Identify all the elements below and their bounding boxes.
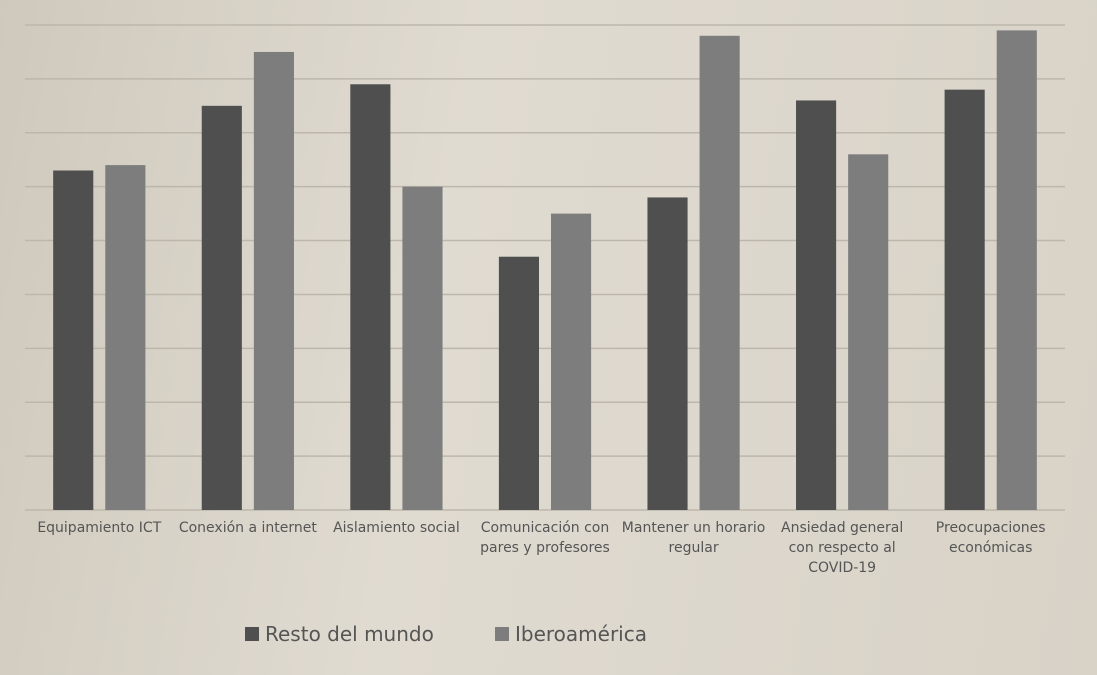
x-tick-label: Preocupaciones económicas [916,518,1066,558]
x-tick-label: Comunicación con pares y profesores [470,518,620,558]
bar [796,100,836,510]
bar [997,30,1037,510]
bar [945,90,985,510]
legend-label: Resto del mundo [265,622,434,646]
bar [202,106,242,510]
bar [551,214,591,510]
x-tick-label: Ansiedad general con respecto al COVID-1… [767,518,917,578]
bar [254,52,294,510]
legend-item: Iberoamérica [495,622,647,646]
legend-label: Iberoamérica [515,622,647,646]
chart [0,0,1097,600]
bar [105,165,145,510]
bar [700,36,740,510]
bar [848,154,888,510]
legend-swatch [495,627,509,641]
bar [647,197,687,510]
x-tick-label: Conexión a internet [173,518,323,538]
x-tick-label: Equipamiento ICT [24,518,174,538]
bar [402,187,442,510]
legend-item: Resto del mundo [245,622,434,646]
bar [53,171,93,511]
bar [499,257,539,510]
legend-swatch [245,627,259,641]
page: Equipamiento ICTConexión a internetAisla… [0,0,1097,675]
x-tick-label: Mantener un horario regular [619,518,769,558]
bar [350,84,390,510]
x-tick-label: Aislamiento social [321,518,471,538]
